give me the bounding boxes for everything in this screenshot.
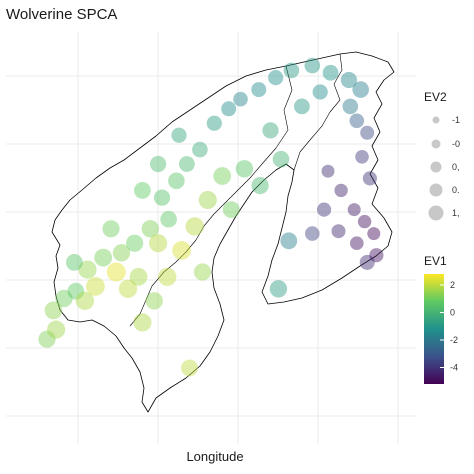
- data-point: [334, 183, 348, 198]
- country-borders: [129, 53, 343, 327]
- legend-ev2-key: [431, 139, 441, 149]
- panel-background: [6, 32, 416, 444]
- data-point: [357, 214, 372, 229]
- data-point: [322, 64, 339, 81]
- data-point: [251, 177, 269, 195]
- data-point: [192, 141, 208, 158]
- data-point: [251, 82, 267, 98]
- data-point: [283, 62, 300, 79]
- data-point: [305, 226, 320, 241]
- legend-ev2-key: [428, 205, 444, 221]
- data-point: [179, 156, 195, 172]
- data-point: [355, 150, 369, 164]
- data-point: [133, 313, 152, 332]
- data-point: [181, 359, 198, 377]
- data-point: [331, 224, 346, 239]
- data-point: [213, 167, 232, 185]
- data-point: [75, 291, 95, 310]
- data-point: [94, 248, 113, 267]
- data-point: [269, 280, 288, 298]
- data-point: [272, 150, 290, 168]
- data-point: [171, 127, 187, 143]
- data-point: [304, 57, 321, 74]
- data-point: [312, 84, 328, 100]
- data-point: [369, 248, 384, 263]
- data-point: [349, 113, 365, 129]
- legend-ev1-label: 2: [450, 280, 455, 290]
- ev1-colorbar: [424, 274, 444, 384]
- data-point: [362, 171, 377, 186]
- data-point: [126, 234, 144, 252]
- legend-ev1-title: EV1: [424, 254, 447, 268]
- legend-ev2-label: -1: [452, 115, 460, 125]
- data-point: [317, 202, 332, 217]
- data-point: [193, 263, 212, 281]
- data-point: [206, 115, 222, 131]
- data-point: [118, 279, 138, 298]
- data-point: [38, 330, 56, 348]
- plot-panel: [6, 32, 416, 444]
- data-point: [153, 189, 171, 206]
- data-point: [347, 203, 361, 217]
- data-point: [294, 98, 310, 115]
- grid-lines: [6, 32, 416, 444]
- legend-ev2-key: [429, 183, 443, 197]
- data-point: [233, 91, 248, 107]
- data-point: [141, 220, 159, 238]
- legend-ev1: EV1 2 0 -2 -4: [424, 254, 458, 384]
- data-point: [102, 220, 120, 238]
- data-point: [55, 289, 73, 308]
- data-point: [112, 244, 131, 262]
- data-point: [129, 267, 148, 286]
- legend-ev1-label: -2: [450, 335, 458, 345]
- legend-ev1-label: 0: [450, 308, 455, 318]
- legend-ev1-label: -4: [450, 363, 458, 373]
- data-point: [350, 236, 364, 250]
- map-outline: [51, 51, 395, 413]
- data-point: [321, 164, 335, 178]
- data-point: [262, 122, 279, 139]
- data-point: [280, 232, 298, 250]
- data-point: [367, 227, 381, 241]
- data-point: [185, 217, 204, 236]
- data-point: [134, 182, 151, 199]
- data-point: [340, 71, 357, 89]
- data-point: [78, 260, 97, 279]
- data-point: [67, 282, 85, 300]
- data-point: [158, 267, 177, 286]
- data-point: [352, 81, 370, 98]
- data-point: [172, 241, 192, 260]
- data-point: [106, 262, 126, 282]
- data-point: [86, 277, 105, 296]
- data-point: [160, 210, 177, 228]
- data-point: [222, 201, 240, 219]
- data-point: [66, 254, 83, 271]
- legend-ev2-label: 0,: [452, 162, 460, 172]
- x-axis-label: Longitude: [186, 449, 244, 464]
- legend-ev2-key: [430, 161, 442, 173]
- data-point: [47, 320, 66, 339]
- legend-ev2: EV2 -1 -0 0, 0. 1,: [424, 90, 460, 221]
- data-point: [221, 101, 237, 117]
- legend-ev2-title: EV2: [424, 90, 447, 104]
- data-point: [268, 70, 284, 86]
- data-point: [149, 234, 168, 253]
- data-point: [44, 301, 63, 320]
- data-point: [150, 155, 167, 173]
- chart-title: Wolverine SPCA: [6, 6, 118, 23]
- data-point: [359, 254, 375, 270]
- legend-ev2-label: 0.: [452, 185, 460, 195]
- data-point: [168, 172, 185, 190]
- data-point: [342, 98, 359, 115]
- data-point: [198, 190, 217, 210]
- legend-ev2-label: 1,: [452, 208, 460, 218]
- scandinavia-coastline: [51, 51, 395, 413]
- data-point: [235, 160, 254, 178]
- data-point: [360, 125, 375, 140]
- data-points: [38, 57, 384, 377]
- legend-ev2-label: -0: [452, 139, 460, 149]
- legend-ev2-key: [432, 116, 440, 124]
- data-point: [145, 292, 163, 310]
